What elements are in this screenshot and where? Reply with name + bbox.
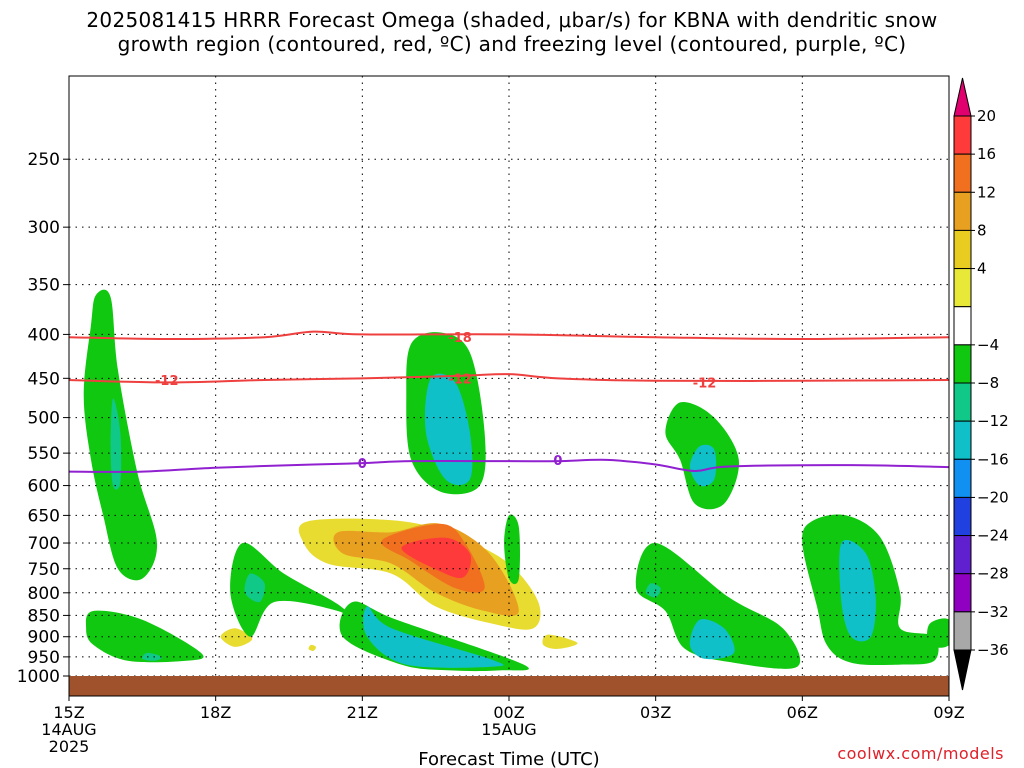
contour-label-1-0: -12 <box>155 374 179 389</box>
colorbar-swatch-6 <box>953 344 972 384</box>
x-tick-label-09Z: 09Z <box>933 703 964 722</box>
omega-region-22 <box>645 583 661 598</box>
y-tick-label-550: 550 <box>28 444 60 464</box>
contour-label-0-0: -18 <box>448 331 472 346</box>
colorbar-label-7: −12 <box>977 412 1009 430</box>
colorbar: 20 16 12 8 4 −4 −8 −12 −16 −20 −24 −28 −32 −36 <box>953 77 1009 691</box>
colorbar-label-12: −32 <box>977 603 1009 621</box>
colorbar-swatch-3 <box>953 229 972 270</box>
x-axis-label: Forecast Time (UTC) <box>418 749 599 768</box>
contour-label-1-1: -12 <box>448 372 472 387</box>
x-tick-label-21Z: 21Z <box>347 703 378 722</box>
omega-region-21 <box>689 619 735 660</box>
y-tick-label-900: 900 <box>28 628 60 648</box>
omega-region-5 <box>230 542 358 637</box>
colorbar-swatch-2 <box>953 191 972 231</box>
y-tick-label-450: 450 <box>28 369 60 389</box>
chart-title-line-2: growth region (contoured, red, ºC) and f… <box>117 32 907 56</box>
colorbar-label-10: −24 <box>977 527 1009 545</box>
omega-region-24 <box>839 539 876 642</box>
temperature-contours: -18 -12 -12 -12 0 0 <box>69 330 949 473</box>
omega-region-3 <box>142 652 163 661</box>
colorbar-swatch-4 <box>953 268 972 308</box>
omega-region-2 <box>85 610 204 663</box>
y-tick-label-750: 750 <box>28 560 60 580</box>
contour-label-2-0: 0 <box>358 457 367 472</box>
x-tick-date-14AUG: 14AUG <box>41 720 96 739</box>
colorbar-swatch-0 <box>953 115 972 155</box>
y-tick-label-250: 250 <box>28 150 60 170</box>
colorbar-label-6: −8 <box>977 374 999 392</box>
y-axis-ticks: 2503003504004505005506006507007508008509… <box>17 150 69 687</box>
colorbar-swatch-7 <box>953 382 972 422</box>
contour-line-1 <box>69 373 949 384</box>
omega-region-16 <box>424 373 473 486</box>
colorbar-label-4: 4 <box>977 260 987 278</box>
colorbar-label-5: −4 <box>977 336 999 354</box>
omega-region-17 <box>504 514 520 585</box>
y-tick-label-700: 700 <box>28 534 60 554</box>
contour-line-0 <box>69 330 949 341</box>
x-tick-label-03Z: 03Z <box>640 703 671 722</box>
terrain-ground <box>69 676 949 696</box>
colorbar-label-13: −36 <box>977 641 1009 659</box>
y-tick-label-600: 600 <box>28 477 60 497</box>
omega-region-12 <box>401 537 472 579</box>
y-tick-label-950: 950 <box>28 648 60 668</box>
y-tick-label-1000: 1000 <box>17 667 60 687</box>
y-tick-label-300: 300 <box>28 218 60 238</box>
colorbar-top-arrow <box>953 77 972 117</box>
colorbar-swatch-9 <box>953 458 972 498</box>
colorbar-swatch-8 <box>953 420 972 460</box>
omega-region-19 <box>689 444 717 487</box>
y-tick-label-350: 350 <box>28 276 60 296</box>
colorbar-swatch-12 <box>953 573 972 613</box>
y-tick-label-400: 400 <box>28 325 60 345</box>
contour-label-2-1: 0 <box>553 454 562 469</box>
y-tick-label-850: 850 <box>28 606 60 626</box>
omega-region-1 <box>110 398 122 490</box>
colorbar-label-9: −20 <box>977 488 1009 506</box>
contour-label-1-2: -12 <box>693 376 717 391</box>
omega-region-14 <box>542 634 578 649</box>
colorbar-label-0: 20 <box>977 107 996 125</box>
colorbar-swatch-10 <box>953 496 972 537</box>
y-tick-label-800: 800 <box>28 584 60 604</box>
omega-shading <box>83 289 949 672</box>
omega-region-20 <box>635 542 801 669</box>
colorbar-label-2: 12 <box>977 183 996 201</box>
colorbar-bottom-arrow <box>953 649 972 691</box>
credit-text: coolwx.com/models <box>837 744 1004 763</box>
colorbar-swatch-11 <box>953 535 972 575</box>
omega-region-25 <box>927 618 949 648</box>
x-tick-label-18Z: 18Z <box>200 703 231 722</box>
colorbar-swatch-5 <box>953 306 972 346</box>
chart-title-line-1: 2025081415 HRRR Forecast Omega (shaded, … <box>86 8 938 32</box>
colorbar-label-1: 16 <box>977 145 996 163</box>
x-tick-label-15Z: 15Z <box>53 703 84 722</box>
y-tick-label-650: 650 <box>28 506 60 526</box>
x-tick-year-2025: 2025 <box>49 737 90 756</box>
omega-region-8 <box>363 606 504 668</box>
colorbar-swatch-1 <box>953 153 972 193</box>
y-tick-label-500: 500 <box>28 409 60 429</box>
x-tick-label-06Z: 06Z <box>787 703 818 722</box>
contour-line-2 <box>69 458 949 473</box>
x-tick-date-15AUG: 15AUG <box>481 720 536 739</box>
x-tick-label-00Z: 00Z <box>493 703 524 722</box>
colorbar-label-11: −28 <box>977 565 1009 583</box>
omega-region-4 <box>220 628 253 647</box>
colorbar-label-3: 8 <box>977 221 987 239</box>
omega-region-6 <box>244 573 266 603</box>
colorbar-swatch-13 <box>953 611 972 651</box>
colorbar-label-8: −16 <box>977 450 1009 468</box>
omega-region-13 <box>308 644 316 651</box>
